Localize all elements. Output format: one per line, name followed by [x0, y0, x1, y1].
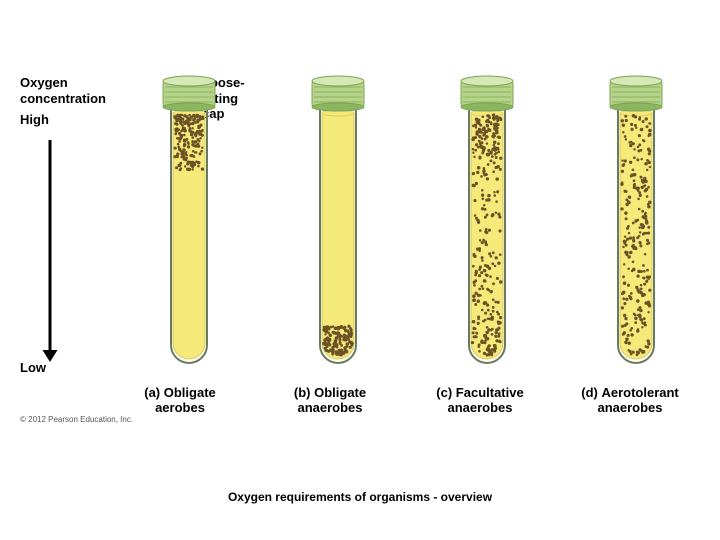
axis-title: Oxygen concentration: [20, 75, 120, 106]
tube-label: (c) Facultativeanaerobes: [410, 385, 550, 415]
tube-letter: (c): [436, 385, 452, 400]
tube-slot: [417, 75, 557, 395]
axis-title-line1: Oxygen: [20, 75, 68, 90]
tube-label: (a) Obligateaerobes: [110, 385, 250, 415]
tube-letter: (a): [144, 385, 160, 400]
tube-row: [115, 75, 710, 395]
figure-stage: Oxygen concentration High Low Loose- fit…: [0, 0, 720, 540]
tube-slot: [119, 75, 259, 395]
tube-name-line2: anaerobes: [447, 400, 512, 415]
oxygen-axis-label-block: Oxygen concentration High: [20, 75, 120, 127]
tube-label: (b) Obligateanaerobes: [260, 385, 400, 415]
test-tube: [149, 75, 229, 379]
figure-caption: Oxygen requirements of organisms - overv…: [0, 490, 720, 504]
copyright-text: © 2012 Pearson Education, Inc.: [20, 415, 133, 424]
tube-name-line1: Aerotolerant: [601, 385, 678, 400]
tube-letter: (b): [294, 385, 311, 400]
tube-name-line1: Obligate: [164, 385, 216, 400]
oxygen-gradient-arrow: [40, 140, 60, 366]
tube-slot: [268, 75, 408, 395]
test-tube: [596, 75, 676, 379]
test-tube: [298, 75, 378, 379]
tube-slot: [566, 75, 706, 395]
tube-name-line2: anaerobes: [297, 400, 362, 415]
tube-name-line1: Facultative: [456, 385, 524, 400]
tube-name-line2: anaerobes: [597, 400, 662, 415]
axis-title-line2: concentration: [20, 91, 106, 106]
tube-name-line1: Obligate: [314, 385, 366, 400]
test-tube: [447, 75, 527, 379]
tube-letter: (d): [581, 385, 598, 400]
tube-label: (d) Aerotolerantanaerobes: [560, 385, 700, 415]
axis-low-label: Low: [20, 360, 46, 375]
axis-high-label: High: [20, 112, 120, 127]
tube-name-line2: aerobes: [155, 400, 205, 415]
